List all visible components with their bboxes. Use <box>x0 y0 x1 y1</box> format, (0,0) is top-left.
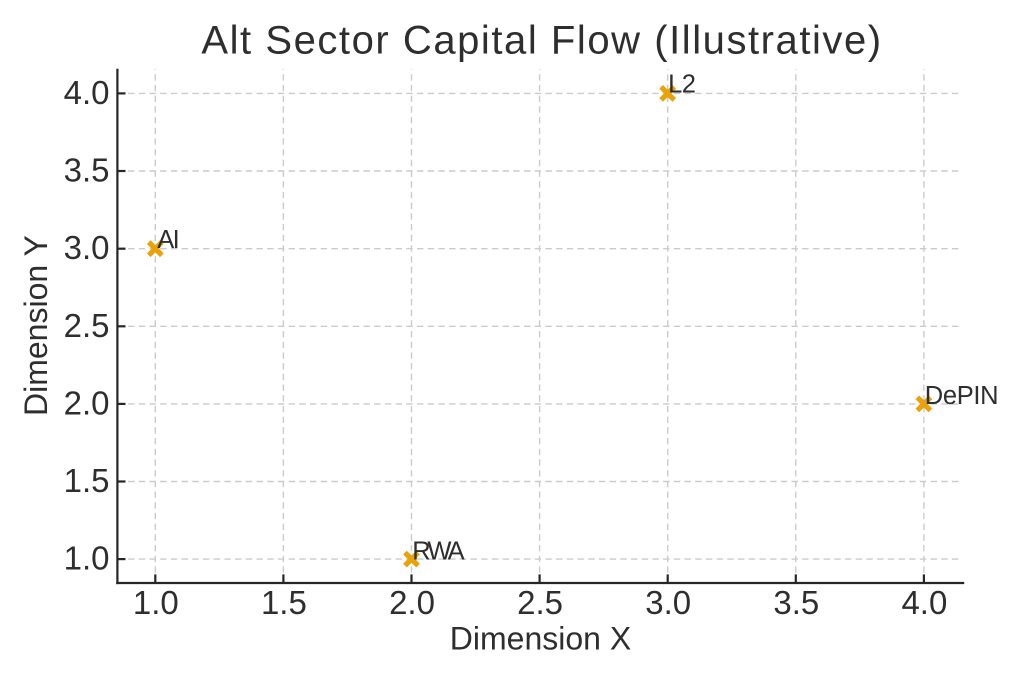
svg-text:1.0: 1.0 <box>133 584 179 621</box>
svg-text:1.5: 1.5 <box>64 462 110 499</box>
svg-text:4.0: 4.0 <box>901 584 947 621</box>
svg-text:3.0: 3.0 <box>645 584 691 621</box>
svg-text:3.5: 3.5 <box>773 584 819 621</box>
svg-text:2.5: 2.5 <box>517 584 563 621</box>
svg-text:Alt Sector Capital Flow (Illus: Alt Sector Capital Flow (Illustrative) <box>201 18 882 62</box>
svg-text:RWA: RWA <box>412 537 464 565</box>
svg-text:DePIN: DePIN <box>925 382 998 410</box>
svg-text:Dimension X: Dimension X <box>450 621 631 657</box>
svg-text:3.0: 3.0 <box>64 229 110 266</box>
svg-text:L2: L2 <box>668 71 695 99</box>
svg-text:2.5: 2.5 <box>64 307 110 344</box>
svg-text:AI: AI <box>157 226 178 254</box>
svg-text:2.0: 2.0 <box>64 384 110 421</box>
svg-text:4.0: 4.0 <box>64 74 110 111</box>
svg-text:1.0: 1.0 <box>64 540 110 577</box>
svg-text:Dimension Y: Dimension Y <box>18 235 54 416</box>
svg-text:2.0: 2.0 <box>389 584 435 621</box>
svg-text:1.5: 1.5 <box>261 584 307 621</box>
svg-text:3.5: 3.5 <box>64 152 110 189</box>
